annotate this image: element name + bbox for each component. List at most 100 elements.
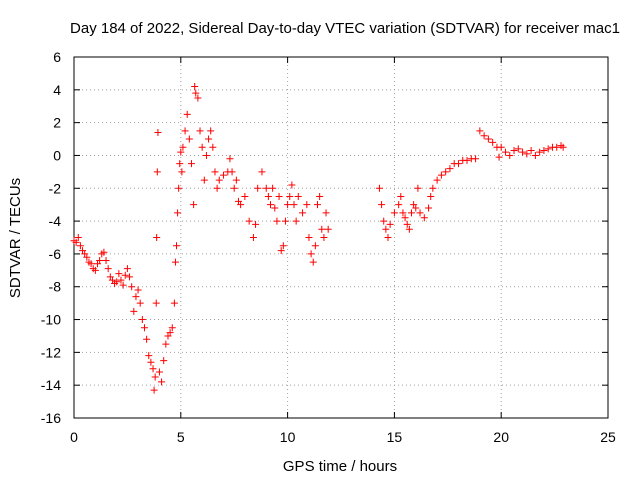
data-point	[213, 184, 221, 192]
data-point	[196, 127, 204, 135]
data-point	[207, 127, 215, 135]
data-point	[76, 242, 84, 250]
data-point	[160, 357, 168, 365]
data-point	[277, 247, 285, 255]
data-point	[187, 160, 195, 168]
data-point	[433, 176, 441, 184]
data-point	[245, 217, 253, 225]
data-point	[320, 234, 328, 241]
data-points	[70, 83, 567, 394]
data-point	[294, 192, 302, 200]
x-tick-label: 20	[493, 429, 509, 445]
y-tick-label: -8	[49, 279, 62, 295]
data-point	[299, 209, 307, 217]
data-point	[316, 192, 324, 200]
data-point	[150, 386, 158, 394]
data-point	[166, 329, 174, 337]
data-point	[405, 225, 413, 233]
y-tick-label: -10	[41, 312, 61, 328]
data-point	[74, 234, 82, 241]
data-point	[506, 151, 514, 159]
data-point	[324, 225, 332, 233]
data-point	[115, 270, 123, 278]
data-point	[311, 242, 319, 250]
data-point	[209, 143, 217, 151]
data-point	[154, 128, 162, 136]
y-tick-label: -12	[41, 344, 61, 360]
x-tick-label: 0	[70, 429, 78, 445]
y-tick-label: -14	[41, 377, 61, 393]
data-point	[318, 225, 326, 233]
data-point	[397, 192, 405, 200]
data-point	[171, 258, 179, 266]
y-tick-label: 0	[53, 147, 61, 163]
data-point	[484, 135, 492, 143]
data-point	[544, 145, 552, 153]
data-point	[168, 324, 176, 332]
data-point	[292, 217, 300, 225]
data-point	[375, 184, 383, 192]
data-point	[264, 192, 272, 200]
data-point	[407, 209, 415, 217]
data-point	[429, 184, 437, 192]
data-point	[269, 184, 277, 192]
data-point	[288, 181, 296, 189]
y-tick-label: -6	[49, 246, 62, 262]
data-point	[179, 143, 187, 151]
axis-ticks: 0 5 10 15 20 25 -16 -14 -12 -10 -8 -6 -4 -2 0 2 4 6	[41, 49, 616, 445]
data-point	[489, 138, 497, 146]
data-point	[290, 201, 298, 209]
data-point	[510, 147, 518, 155]
data-point	[155, 368, 163, 376]
data-point	[134, 286, 142, 294]
data-point	[241, 192, 249, 200]
data-point	[322, 209, 330, 217]
data-point	[198, 143, 206, 151]
chart-title: Day 184 of 2022, Sidereal Day-to-day VTE…	[70, 20, 620, 37]
data-point	[412, 204, 420, 212]
data-point	[87, 260, 95, 268]
data-point	[414, 184, 422, 192]
data-point	[279, 242, 287, 250]
data-point	[286, 192, 294, 200]
data-point	[190, 201, 198, 209]
data-point	[378, 201, 386, 209]
data-point	[249, 234, 257, 241]
data-point	[495, 153, 503, 161]
data-point	[446, 165, 454, 173]
data-point	[303, 201, 311, 209]
data-point	[170, 299, 178, 307]
data-point	[178, 168, 186, 176]
data-point	[463, 156, 471, 164]
data-point	[96, 256, 104, 264]
data-point	[523, 150, 531, 158]
data-point	[442, 168, 450, 176]
data-point	[252, 220, 260, 228]
data-point	[230, 184, 238, 192]
data-point	[420, 214, 428, 222]
x-tick-label: 15	[387, 429, 403, 445]
data-point	[183, 110, 191, 118]
data-point	[416, 209, 424, 217]
y-tick-label: 2	[53, 115, 61, 131]
data-point	[425, 204, 433, 212]
data-point	[173, 242, 181, 250]
data-point	[136, 299, 144, 307]
data-point	[153, 168, 161, 176]
data-point	[138, 316, 146, 324]
data-point	[519, 148, 527, 156]
data-point	[185, 135, 193, 143]
data-point	[83, 253, 91, 261]
grid-lines	[74, 57, 608, 418]
data-point	[119, 281, 127, 289]
data-point	[395, 201, 403, 209]
data-point	[314, 201, 322, 209]
data-point	[140, 324, 148, 332]
data-point	[271, 204, 279, 212]
y-tick-label: 4	[53, 82, 61, 98]
data-point	[307, 250, 315, 258]
y-tick-label: -4	[49, 213, 62, 229]
data-point	[152, 299, 160, 307]
data-point	[181, 127, 189, 135]
